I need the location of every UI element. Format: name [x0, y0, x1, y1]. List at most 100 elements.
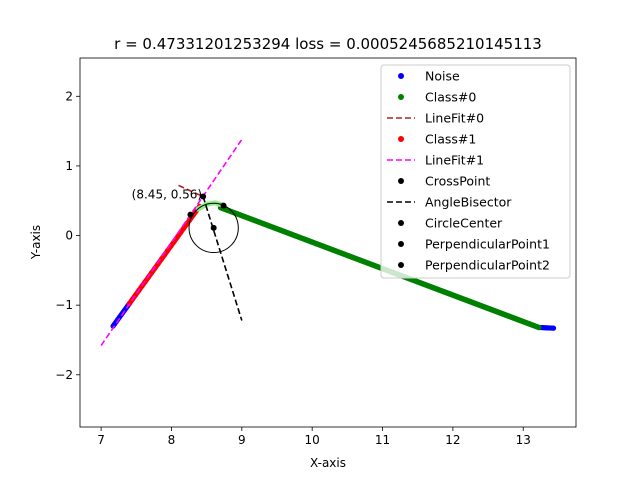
legend-marker: [398, 262, 404, 268]
class0-point: [297, 235, 303, 241]
class0-point: [451, 292, 457, 299]
legend-marker: [398, 94, 404, 100]
class0-point: [313, 241, 319, 247]
class0-point: [371, 262, 378, 269]
class0-point: [276, 227, 282, 233]
x-tick-label: 9: [238, 433, 246, 447]
angle-bisector-line: [202, 196, 243, 321]
class0-point: [345, 252, 351, 259]
class0-point: [536, 324, 542, 331]
linefit1-line: [100, 139, 243, 346]
class0-point: [435, 286, 441, 293]
legend-label: LineFit#1: [425, 153, 484, 168]
class0-point: [499, 310, 505, 317]
x-axis-label: X-axis: [310, 456, 346, 470]
legend-marker: [398, 241, 404, 247]
class0-point: [292, 233, 298, 239]
perpendicular-point-1: [187, 211, 194, 218]
legend-label: PerpendicularPoint1: [425, 237, 550, 252]
class0-point: [530, 322, 537, 329]
class0-point: [440, 288, 446, 295]
legend-marker: [398, 178, 404, 184]
x-tick-label: 13: [516, 433, 531, 447]
y-tick-label: −1: [55, 298, 73, 312]
class0-point: [355, 256, 362, 263]
noise-point: [550, 325, 557, 331]
class0-point: [414, 278, 420, 285]
class0-point: [249, 217, 256, 223]
legend-label: Class#1: [425, 132, 476, 147]
legend-label: CircleCenter: [425, 216, 503, 231]
class1-point: [155, 261, 161, 267]
class0-point: [287, 231, 293, 237]
class0-point: [525, 320, 531, 327]
class0-point: [228, 209, 234, 215]
class0-point: [329, 247, 335, 253]
class0-point: [467, 298, 473, 305]
class0-point: [419, 280, 425, 287]
x-tick-label: 11: [375, 433, 390, 447]
class0-point: [271, 225, 277, 231]
legend-marker: [398, 73, 404, 79]
class0-point: [302, 237, 309, 243]
perpendicular-point-2: [220, 202, 227, 209]
chart-title: r = 0.47331201253294 loss = 0.0005245685…: [114, 35, 542, 53]
class0-point: [366, 260, 372, 267]
y-tick-label: 1: [65, 159, 73, 173]
legend-label: AngleBisector: [425, 195, 512, 210]
class0-point: [223, 207, 229, 213]
y-axis-label: Y-axis: [29, 225, 43, 260]
circle-center-point: [210, 224, 217, 231]
legend-label: PerpendicularPoint2: [425, 258, 550, 273]
legend-marker: [398, 136, 404, 142]
class0-point: [308, 239, 314, 245]
class0-point: [483, 304, 489, 311]
x-tick-label: 12: [445, 433, 460, 447]
class0-point: [234, 211, 240, 217]
legend-marker: [398, 220, 404, 226]
class0-point: [430, 284, 436, 291]
fitted-circle: [188, 202, 239, 254]
cross-point: [200, 193, 207, 200]
class0-point: [281, 229, 287, 235]
class0-point: [509, 314, 515, 321]
class0-point: [350, 254, 356, 261]
class0-point: [520, 318, 526, 325]
legend-label: LineFit#0: [425, 111, 484, 126]
legend-label: Noise: [425, 69, 460, 84]
legend-label: CrossPoint: [425, 174, 490, 189]
class0-point: [255, 219, 261, 225]
crosspoint-annotation: (8.45, 0.56): [132, 188, 202, 202]
class0-point: [324, 245, 330, 251]
class0-point: [488, 306, 494, 313]
class0-point: [260, 221, 266, 227]
y-tick-label: −2: [55, 368, 73, 382]
x-tick-label: 7: [97, 433, 105, 447]
class0-point: [477, 302, 484, 309]
legend: Noise Class#0 LineFit#0 Class#1 LineFit#1 Cro…: [380, 64, 571, 279]
class0-point: [265, 223, 272, 229]
class0-point: [472, 300, 478, 307]
plot-frame: [79, 57, 577, 428]
legend-box: [380, 64, 571, 279]
class0-point: [361, 258, 367, 265]
class0-point: [334, 248, 340, 255]
plot-data-layer: (8.45, 0.56): [100, 139, 557, 346]
linefit0-line: [178, 184, 204, 198]
class0-point: [493, 308, 499, 315]
class0-point: [456, 294, 462, 301]
class0-point: [424, 282, 431, 289]
class1-point: [165, 248, 171, 254]
y-tick-label: 0: [65, 229, 73, 243]
class1-point: [181, 225, 187, 232]
class0-point: [504, 312, 510, 319]
class0-point: [446, 290, 452, 297]
class0-point: [340, 250, 346, 257]
x-tick-label: 8: [168, 433, 176, 447]
class0-point: [318, 243, 325, 249]
class0-point: [514, 316, 521, 323]
y-tick-label: 2: [65, 89, 73, 103]
class0-point: [461, 296, 468, 303]
legend-label: Class#0: [425, 90, 476, 105]
class0-point: [239, 213, 245, 219]
